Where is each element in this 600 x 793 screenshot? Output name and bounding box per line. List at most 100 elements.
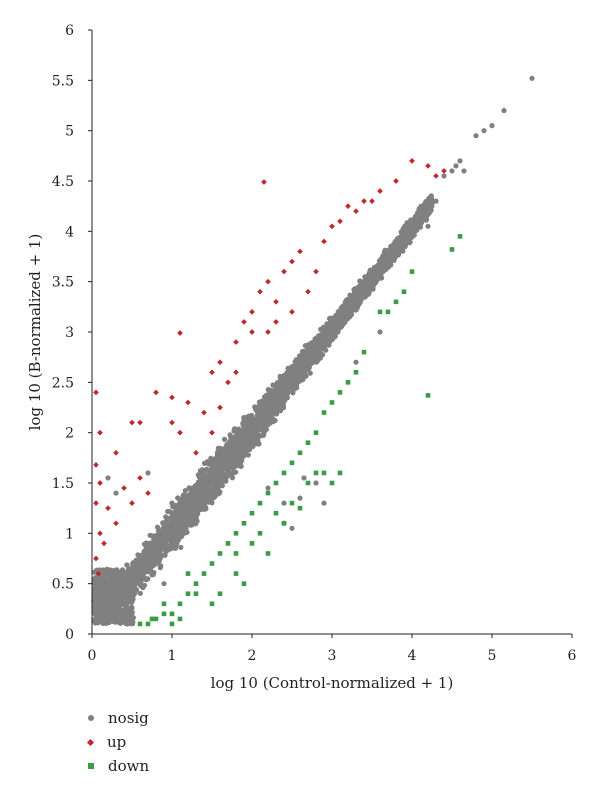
nosig-point [136,567,142,573]
nosig-point [134,558,140,565]
nosig-point [190,520,196,526]
nosig-point [406,221,412,227]
nosig-point [307,370,313,376]
nosig-point [266,387,272,393]
nosig-point [201,506,207,512]
nosig-point [185,520,191,526]
nosig-point [249,412,255,418]
nosig-point [170,516,176,522]
nosig-point [142,565,148,571]
nosig-point [210,457,216,463]
nosig-point [182,488,188,494]
nosig-point [238,463,244,469]
nosig-point [162,523,168,530]
nosig-point [145,576,151,582]
nosig-point [222,436,228,442]
nosig-point [247,446,253,453]
nosig-point [237,452,243,458]
nosig-point [178,544,184,551]
nosig-point [181,512,187,519]
nosig-point [156,528,162,534]
nosig-point [216,475,222,481]
nosig-point [169,522,175,528]
nosig-point [325,334,331,341]
nosig-point [167,544,173,550]
nosig-point [370,278,376,284]
nosig-point [230,470,236,476]
nosig-point [226,444,233,450]
nosig-point [297,353,303,359]
nosig-point [272,417,278,424]
nosig-point [231,448,237,454]
nosig-point [196,500,202,506]
nosig-point [202,494,209,500]
nosig-point [160,533,166,539]
nosig-point [204,459,210,465]
nosig-point [255,434,261,440]
nosig-point [162,552,168,558]
nosig-point [157,565,163,571]
nosig-point [267,420,273,426]
nosig-point [137,563,143,569]
nosig-point [336,325,343,331]
nosig-point [197,468,204,474]
nosig-point [427,196,433,202]
nosig-point [206,499,212,505]
nosig-point [229,475,235,481]
nosig-point [258,417,264,424]
nosig-point [124,562,130,568]
nosig-point [267,413,273,419]
nosig-point [252,404,258,410]
nosig-point [218,453,224,459]
nosig-point [332,328,338,334]
nosig-point [165,508,171,515]
nosig-point [320,352,326,358]
nosig-point [174,524,180,530]
nosig-point [135,552,141,558]
nosig-point [368,267,375,273]
nosig-point [204,483,210,489]
nosig-point [196,474,202,480]
nosig-point [175,495,181,501]
nosig-point [204,489,210,495]
nosig-point [227,440,234,446]
nosig-point [137,590,143,596]
nosig-point [215,467,221,473]
data-points [91,75,535,627]
nosig-point [185,501,191,507]
nosig-point [232,426,238,432]
nosig-point [215,459,221,465]
nosig-point [157,545,163,551]
nosig-point [412,217,418,223]
nosig-point [198,486,204,492]
nosig-point [266,392,272,398]
nosig-point [184,529,190,535]
nosig-point [274,408,281,414]
nosig-point [303,373,309,379]
nosig-point [139,570,145,576]
nosig-point [215,445,221,451]
nosig-point [135,572,141,578]
nosig-point [329,336,335,343]
nosig-point [255,438,261,444]
nosig-point [280,402,286,408]
nosig-point [164,516,170,522]
nosig-point [141,541,148,547]
nosig-point [168,530,174,536]
nosig-point [325,326,331,333]
nosig-point [277,375,283,381]
nosig-point [400,226,406,232]
nosig-point [260,401,266,407]
nosig-point [238,459,244,465]
nosig-point [208,471,214,477]
nosig-point [210,465,217,471]
nosig-point [236,426,242,432]
nosig-point [149,533,155,539]
nosig-point [176,508,182,514]
nosig-point [150,571,156,578]
nosig-point [194,517,200,524]
nosig-point [293,368,299,374]
nosig-point [314,351,320,357]
nosig-point [396,251,402,257]
